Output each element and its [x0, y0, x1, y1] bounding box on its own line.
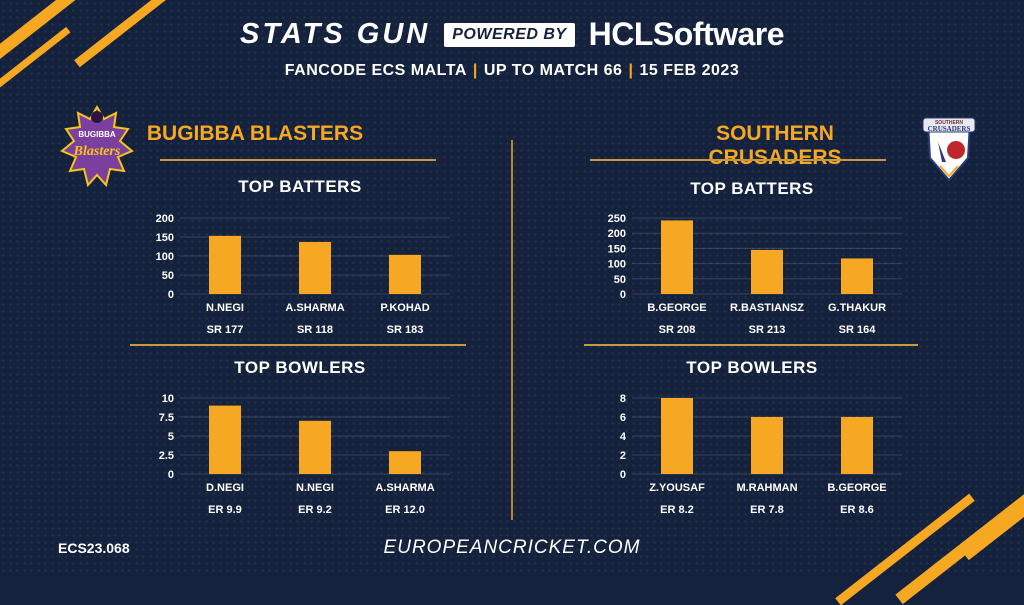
- section-title: TOP BOWLERS: [234, 358, 366, 377]
- y-tick-label: 4: [620, 431, 627, 443]
- southern-crusaders-logo: SOUTHERN CRUSADERS: [922, 117, 976, 182]
- y-tick-label: 2.5: [159, 450, 174, 462]
- y-tick-label: 150: [156, 232, 174, 244]
- y-tick-label: 100: [608, 259, 626, 271]
- stats-gun-title: STATS GUN: [239, 18, 431, 50]
- y-tick-label: 200: [608, 228, 626, 240]
- top-batters-chart-crusaders: 0 50 100 150 200 250 B.GEORGE SR 208 R.BASTIANSZ…: [608, 213, 902, 336]
- powered-by-badge: POWERED BY: [444, 22, 575, 47]
- category-label: P.KOHAD: [380, 302, 429, 314]
- y-tick-label: 100: [156, 251, 174, 263]
- category-label: A.SHARMA: [375, 482, 434, 494]
- stat-label: SR 213: [749, 324, 786, 336]
- y-tick-label: 8: [620, 393, 626, 405]
- stat-label: SR 208: [659, 324, 696, 336]
- y-tick-label: 0: [168, 469, 174, 481]
- section-rule-right: [584, 344, 918, 346]
- y-tick-label: 10: [162, 393, 174, 405]
- bar: [751, 249, 783, 294]
- stat-label: ER 8.2: [660, 504, 694, 516]
- stat-label: SR 177: [207, 324, 244, 336]
- match-range: UP TO MATCH 66: [483, 62, 623, 79]
- stat-label: ER 7.8: [750, 504, 784, 516]
- team-underline-left: [160, 159, 436, 161]
- section-title: TOP BOWLERS: [686, 358, 818, 377]
- section-rule-left: [130, 344, 466, 346]
- y-tick-label: 250: [608, 213, 626, 225]
- stat-label: ER 12.0: [385, 504, 425, 516]
- bar: [751, 417, 783, 474]
- category-label: B.GEORGE: [827, 482, 886, 494]
- bar: [299, 420, 331, 474]
- bar: [209, 235, 241, 294]
- category-label: A.SHARMA: [285, 302, 344, 314]
- top-batters-chart-bugibba: 0 50 100 150 200 N.NEGI SR 177 A.SHARMA SR 118 P.…: [156, 213, 450, 336]
- stat-label: SR 183: [387, 324, 424, 336]
- team-name-right: SOUTHERN CRUSADERS: [708, 122, 842, 169]
- subtitle-separator: |: [472, 62, 478, 79]
- category-label: R.BASTIANSZ: [730, 302, 804, 314]
- brand-software: Software: [652, 16, 785, 52]
- stat-label: ER 9.2: [298, 504, 332, 516]
- category-label: M.RAHMAN: [736, 482, 797, 494]
- bar: [661, 220, 693, 294]
- subtitle-separator: |: [628, 62, 634, 79]
- y-tick-label: 0: [620, 289, 626, 301]
- stat-label: SR 164: [839, 324, 877, 336]
- bar: [841, 417, 873, 474]
- y-tick-label: 7.5: [159, 412, 174, 424]
- category-label: N.NEGI: [206, 302, 244, 314]
- y-tick-label: 0: [168, 289, 174, 301]
- bar: [389, 254, 421, 294]
- stat-label: ER 9.9: [208, 504, 242, 516]
- category-label: N.NEGI: [296, 482, 334, 494]
- team-name-left: BUGIBBA BLASTERS: [146, 122, 364, 145]
- y-tick-label: 200: [156, 213, 174, 225]
- section-title: TOP BATTERS: [238, 177, 362, 196]
- logo-text-main: CRUSADERS: [928, 125, 971, 133]
- bar: [299, 241, 331, 294]
- stat-label: SR 118: [297, 324, 333, 336]
- category-label: B.GEORGE: [647, 302, 706, 314]
- y-tick-label: 0: [620, 469, 626, 481]
- league-name: FANCODE ECS MALTA: [284, 62, 467, 79]
- hcl-software-brand: HCLSoftware: [588, 16, 785, 53]
- team-underline-right: [590, 159, 886, 161]
- y-tick-label: 5: [168, 431, 174, 443]
- category-label: D.NEGI: [206, 482, 244, 494]
- category-label: Z.YOUSAF: [649, 482, 705, 494]
- y-tick-label: 6: [620, 412, 626, 424]
- y-tick-label: 2: [620, 450, 626, 462]
- top-bowlers-chart-crusaders: 0 2 4 6 8 Z.YOUSAF ER 8.2 M.RAHMAN ER 7.8 B.GEORG…: [620, 393, 902, 516]
- y-tick-label: 50: [162, 270, 174, 282]
- bar: [389, 451, 421, 474]
- logo-text-top: BUGIBBA: [78, 130, 116, 139]
- y-tick-label: 150: [608, 243, 626, 255]
- stat-label: ER 8.6: [840, 504, 874, 516]
- logo-text-main: Blasters: [73, 144, 121, 159]
- bar: [841, 258, 873, 294]
- website-url: EUROPEANCRICKET.COM: [383, 537, 641, 558]
- logo-text-top: SOUTHERN: [935, 120, 963, 126]
- section-title: TOP BATTERS: [690, 179, 814, 198]
- category-label: G.THAKUR: [828, 302, 886, 314]
- date: 15 FEB 2023: [639, 62, 740, 79]
- graphic-code: ECS23.068: [58, 540, 130, 556]
- bugibba-blasters-logo: BUGIBBA Blasters: [60, 105, 134, 188]
- bar: [661, 398, 693, 474]
- brand-hcl: HCL: [588, 16, 654, 52]
- subtitle: FANCODE ECS MALTA | UP TO MATCH 66 | 15 FEB …: [0, 62, 1024, 80]
- y-tick-label: 50: [614, 274, 626, 286]
- header: STATS GUN POWERED BY HCLSoftware: [0, 16, 1024, 53]
- bar: [209, 405, 241, 474]
- top-bowlers-chart-bugibba: 0 2.5 5 7.5 10 D.NEGI ER 9.9 N.NEGI ER 9.2 A.SHAR…: [159, 393, 450, 516]
- center-divider: [511, 140, 513, 520]
